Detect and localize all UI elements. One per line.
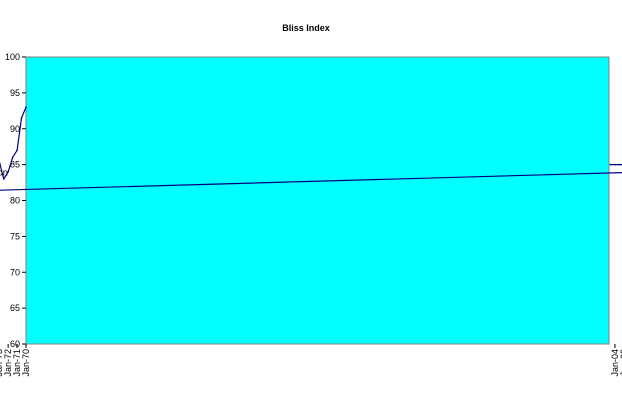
y-axis: 60 65 70 75 80 85 90 95 100: [5, 52, 26, 349]
y-tick-label: 85: [10, 160, 20, 170]
data-point: [20, 117, 23, 119]
x-axis: Jan-70Jan-71Jan-72Jan-73Jan-74Jan-75Jan-…: [0, 344, 622, 377]
y-tick-label: 65: [10, 303, 20, 313]
data-point: [25, 106, 27, 108]
data-point: [618, 163, 621, 166]
recession-label: Recession: [0, 168, 8, 179]
series-layer: [0, 106, 622, 191]
x-tick-label: Jan-73: [0, 349, 4, 377]
data-point: [2, 178, 5, 180]
data-point: [609, 163, 612, 166]
x-tick-label: Jan-71: [12, 349, 22, 377]
y-tick-label: 95: [10, 88, 20, 98]
y-tick-label: 75: [10, 231, 20, 241]
x-tick-label: Jan-04: [610, 349, 620, 377]
data-point: [16, 149, 18, 152]
x-tick-label: Jan-70: [21, 349, 31, 377]
data-point: [11, 156, 14, 159]
y-tick-label: 90: [10, 124, 20, 134]
data-point: [614, 163, 616, 166]
y-tick-label: 70: [10, 267, 20, 277]
plot-area: [25, 56, 610, 345]
y-tick-label: 60: [10, 339, 20, 349]
y-tick-label: 80: [10, 196, 20, 206]
chart-title: Bliss Index: [282, 23, 330, 33]
recession-annotations: RecessionRecessionRecession: [0, 168, 8, 179]
y-tick-label: 100: [5, 52, 20, 62]
x-tick-label: Jan-03: [619, 349, 622, 377]
data-point: [7, 171, 9, 173]
x-tick-label: Jan-72: [3, 349, 13, 377]
